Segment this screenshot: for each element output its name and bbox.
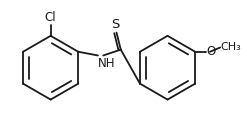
Text: CH₃: CH₃ [220,42,241,53]
Text: Cl: Cl [45,11,57,24]
Text: S: S [111,18,120,31]
Text: O: O [206,45,216,58]
Text: NH: NH [97,57,115,70]
